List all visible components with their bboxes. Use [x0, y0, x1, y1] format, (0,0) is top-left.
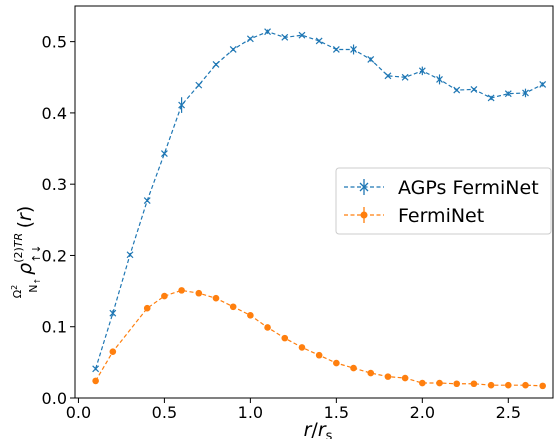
axes-layer: 0.0 0.5 1.0 1.5 2.0 2.5 0.0 0.1 0.2 0.3 0.4 0.5: [42, 5, 554, 422]
data-point-ferminet: [161, 292, 168, 300]
data-point-ferminet: [333, 359, 340, 367]
y-tick-label: 0.4: [42, 104, 67, 123]
data-point-ferminet: [504, 381, 512, 389]
data-point-agps-ferminet: [487, 94, 495, 102]
data-point-agps-ferminet: [539, 80, 547, 88]
x-tick-label: 0.5: [152, 403, 177, 422]
data-point-agps-ferminet: [384, 72, 392, 80]
legend-label-ferminet: FermiNet: [398, 205, 484, 227]
series-line-ferminet: [95, 289, 543, 387]
plot-layer: [92, 28, 547, 390]
data-point-agps-ferminet: [401, 73, 409, 81]
data-point-agps-ferminet: [160, 150, 168, 157]
chart-legend: AGPs FermiNet FermiNet: [335, 167, 552, 235]
legend-box: [335, 167, 552, 235]
series-agps-ferminet: [92, 28, 547, 373]
data-point-agps-ferminet: [453, 86, 461, 94]
svg-text:Ω2N↑ρ(2)TR↑↓(r): Ω2 N↑ρ(2)TR↑↓(r): [10, 206, 43, 299]
data-point-agps-ferminet: [281, 33, 289, 41]
data-point-ferminet: [453, 380, 461, 388]
x-tick-label: 1.5: [324, 403, 349, 422]
data-point-ferminet: [247, 312, 254, 319]
data-point-agps-ferminet: [195, 81, 203, 89]
y-tick-label: 0.0: [42, 389, 67, 408]
y-axis-label: Ω2 N↑ρ(2)TR↑↓(r): [10, 206, 43, 299]
data-point-ferminet: [419, 379, 426, 387]
data-point-ferminet: [229, 303, 237, 311]
data-point-ferminet: [470, 380, 478, 388]
x-tick-label: 2.0: [410, 403, 435, 422]
data-point-ferminet: [384, 373, 392, 380]
y-tick-label: 0.3: [42, 175, 67, 194]
data-point-ferminet: [315, 351, 323, 359]
data-point-ferminet: [367, 369, 375, 377]
legend-marker-agps: [359, 182, 369, 192]
data-point-ferminet: [539, 382, 546, 390]
series-ferminet: [92, 287, 546, 390]
legend-marker-ferminet: [360, 211, 368, 219]
data-point-ferminet: [178, 287, 185, 294]
data-point-agps-ferminet: [315, 37, 323, 45]
data-point-agps-ferminet: [126, 251, 134, 259]
y-tick-label: 0.5: [42, 33, 67, 52]
data-point-agps-ferminet: [109, 309, 117, 317]
x-tick-label: 2.5: [496, 403, 521, 422]
data-point-ferminet: [298, 344, 306, 351]
data-point-ferminet: [522, 381, 529, 389]
data-point-agps-ferminet: [418, 67, 426, 75]
data-point-agps-ferminet: [504, 90, 512, 98]
data-point-agps-ferminet: [264, 28, 272, 36]
data-point-ferminet: [92, 377, 99, 385]
x-tick-label: 1.0: [238, 403, 263, 422]
data-point-agps-ferminet: [178, 101, 186, 109]
data-point-agps-ferminet: [212, 61, 220, 68]
data-point-ferminet: [350, 364, 357, 372]
data-point-agps-ferminet: [229, 46, 237, 53]
data-point-agps-ferminet: [298, 31, 306, 39]
data-point-agps-ferminet: [522, 89, 529, 97]
x-axis-label: r/rs: [304, 419, 333, 439]
data-point-agps-ferminet: [470, 85, 478, 93]
y-tick-label: 0.2: [42, 246, 67, 265]
data-point-agps-ferminet: [350, 46, 357, 53]
data-point-agps-ferminet: [246, 35, 254, 43]
plot-frame: [74, 5, 554, 399]
data-point-ferminet: [487, 381, 495, 389]
legend-label-agps: AGPs FermiNet: [398, 177, 539, 199]
data-point-agps-ferminet: [367, 56, 375, 63]
y-tick-label: 0.1: [42, 318, 67, 337]
data-point-ferminet: [436, 379, 443, 387]
data-point-agps-ferminet: [436, 75, 443, 83]
data-point-ferminet: [212, 294, 220, 302]
data-point-agps-ferminet: [92, 365, 100, 373]
data-point-ferminet: [195, 289, 203, 297]
data-point-agps-ferminet: [143, 197, 151, 204]
x-tick-label: 0.0: [66, 403, 91, 422]
data-point-ferminet: [281, 334, 289, 342]
data-point-ferminet: [109, 348, 117, 355]
data-point-ferminet: [401, 374, 409, 382]
data-point-ferminet: [143, 304, 151, 312]
data-point-ferminet: [264, 324, 271, 331]
data-point-agps-ferminet: [332, 46, 340, 53]
